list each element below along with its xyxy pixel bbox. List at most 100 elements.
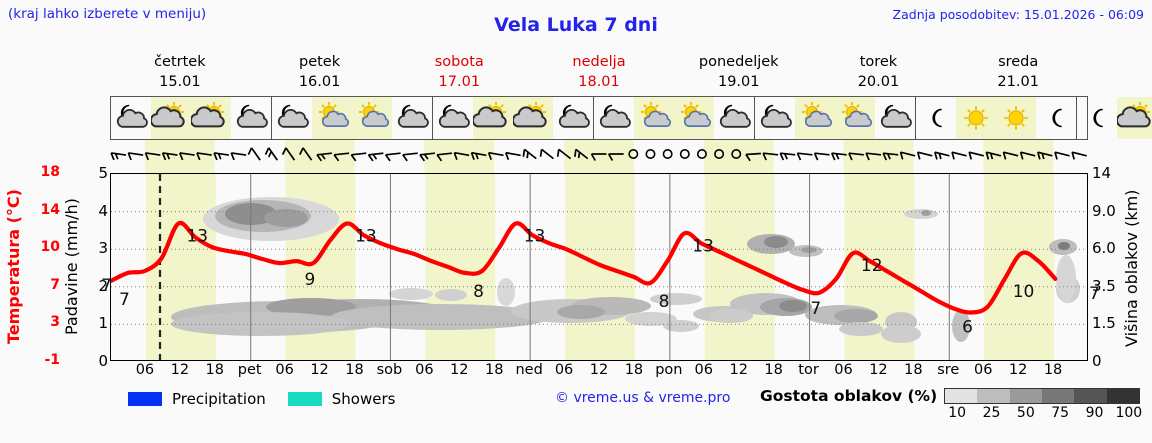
sun-smallcloud-icon <box>634 97 674 139</box>
cloud-density-scale-labels: 10 25 50 75 90 100 <box>940 405 1146 423</box>
axis-tick: -1 <box>44 352 60 368</box>
night-cloudy-icon <box>594 97 634 139</box>
cloud-blob <box>663 320 699 332</box>
x-axis-tick-label: 12 <box>729 362 748 378</box>
day-name: sobota <box>434 54 484 70</box>
night-cloudy-icon <box>553 97 593 139</box>
cloud-density-step-label: 100 <box>1115 405 1143 421</box>
sun-smallcloud-icon <box>835 97 875 139</box>
temperature-point-label: 13 <box>355 226 377 246</box>
precipitation-swatch <box>128 392 162 406</box>
day-name: četrtek <box>154 54 206 70</box>
x-axis-tick-label: sob <box>376 362 403 378</box>
temperature-axis-title: Temperatura (°C) <box>4 189 23 345</box>
temperature-point-label: 6 <box>962 318 973 338</box>
day-header-3: sobota 17.01 <box>389 52 529 94</box>
night-cloudy-icon <box>875 97 915 139</box>
sun-smallcloud-icon <box>674 97 714 139</box>
day-date: 18.01 <box>578 74 620 90</box>
axis-tick: 0 <box>1092 352 1102 370</box>
temperature-point-label: 9 <box>304 270 315 290</box>
cloud-height-axis-ticks: 14 9.0 6.0 3.5 1.5 0 <box>1092 163 1126 370</box>
axis-tick: 14 <box>40 201 60 218</box>
x-axis-tick-label: 18 <box>764 362 783 378</box>
day-header-1: četrtek 15.01 <box>110 52 250 94</box>
x-axis-tick-label: pon <box>655 362 683 378</box>
night-cloudy-icon <box>755 97 795 139</box>
icon-day-3 <box>433 97 594 139</box>
axis-tick: 2 <box>98 276 108 295</box>
x-axis-tick-label: 18 <box>345 362 364 378</box>
cloud-density-step <box>1041 389 1075 403</box>
temperature-point-label: 8 <box>659 292 670 312</box>
x-axis-tick-label: 18 <box>624 362 644 378</box>
x-axis-tick-label: 12 <box>1008 362 1028 378</box>
x-axis-tick-label: 12 <box>869 362 888 378</box>
night-cloudy-icon <box>272 97 312 139</box>
x-axis-tick-label: sre <box>937 362 960 378</box>
axis-tick: 6.0 <box>1092 239 1116 258</box>
day-name: ponedeljek <box>698 54 779 70</box>
icon-day-1 <box>111 97 272 139</box>
cloud-blob <box>1056 255 1076 303</box>
icon-day-6 <box>916 97 1077 139</box>
x-axis-tick-label: 06 <box>834 362 853 378</box>
cloud-blob <box>625 312 677 326</box>
cloud-density-step-label: 10 <box>948 405 967 421</box>
day-name: nedelja <box>572 54 626 70</box>
cloud-blob <box>557 305 605 319</box>
cloud-height-axis-title: Višina oblakov (km) <box>1122 189 1141 347</box>
cloud-density-step-label: 90 <box>1085 405 1104 421</box>
copyright-text: © vreme.us & vreme.pro <box>555 390 731 406</box>
x-axis-tick-label: 12 <box>170 362 190 378</box>
day-name: torek <box>859 54 898 70</box>
day-header-5: ponedeljek 19.01 <box>669 52 809 94</box>
x-axis-tick-label: 18 <box>1043 362 1063 378</box>
night-cloudy-icon <box>392 97 432 139</box>
cloud-blob <box>171 312 351 336</box>
cloud-blob <box>881 325 921 343</box>
cloud-blob <box>435 289 467 301</box>
axis-tick: 4 <box>98 201 108 220</box>
axis-tick: 9.0 <box>1092 201 1116 220</box>
day-header-7: sreda 21.01 <box>948 52 1088 94</box>
cloud-density-step-label: 75 <box>1051 405 1070 421</box>
sun-cloud-icon <box>191 97 231 139</box>
x-axis-tick-label: tor <box>798 362 819 378</box>
night-cloudy-icon <box>714 97 754 139</box>
day-header-6: torek 20.01 <box>809 52 949 94</box>
precipitation-axis-title: Padavine (mm/h) <box>62 198 81 336</box>
day-header-4: nedelja 18.01 <box>529 52 669 94</box>
night-cloudy-icon <box>231 97 271 139</box>
precipitation-legend-label: Precipitation <box>172 390 266 408</box>
showers-swatch <box>287 392 322 406</box>
night-cloudy-icon <box>111 97 151 139</box>
temperature-line <box>111 220 1058 315</box>
cloud-density-step <box>977 389 1010 403</box>
moon-icon <box>1077 97 1117 139</box>
cloud-density-step <box>945 389 978 403</box>
cloud-blob <box>801 247 817 253</box>
x-axis-tick-label: 06 <box>415 362 434 378</box>
x-axis-tick-label: ned <box>515 362 543 378</box>
temperature-point-label: 10 <box>1013 282 1035 302</box>
sun-icon <box>996 97 1036 139</box>
icon-day-4 <box>594 97 755 139</box>
temperature-point-label: 7 <box>119 290 130 310</box>
axis-tick: 5 <box>98 164 108 182</box>
day-name: petek <box>299 54 341 70</box>
cloud-blob <box>389 288 433 300</box>
cloud-blob <box>650 293 702 305</box>
x-axis-tick-label: 06 <box>135 362 155 378</box>
cloud-density-step <box>1074 389 1107 403</box>
cloud-blob <box>921 210 931 216</box>
cloud-blob <box>952 310 970 342</box>
axis-tick: 1 <box>98 314 108 333</box>
day-date: 16.01 <box>298 74 341 90</box>
axis-tick: 10 <box>40 239 60 256</box>
sun-cloud-icon <box>473 97 513 139</box>
cloud-blob <box>264 209 308 227</box>
moon-icon <box>1036 97 1076 139</box>
axis-tick: 18 <box>40 164 60 180</box>
axis-tick: 1.5 <box>1092 314 1116 333</box>
